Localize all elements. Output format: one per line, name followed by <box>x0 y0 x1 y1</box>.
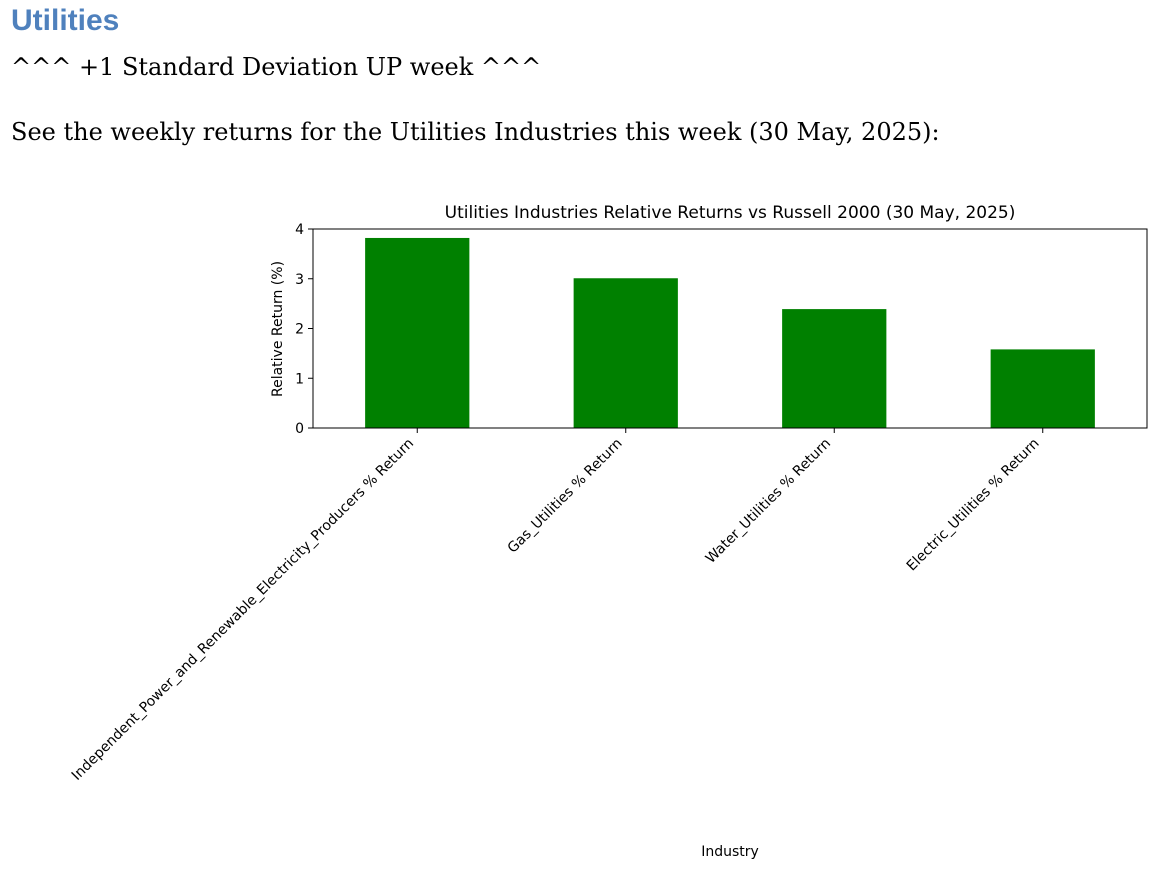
x-axis-label: Industry <box>701 844 759 860</box>
bar <box>365 237 470 428</box>
x-tick-label: Gas_Utilities % Return <box>505 436 626 557</box>
subheading: ^^^ +1 Standard Deviation UP week ^^^ <box>11 53 542 81</box>
y-tick-label: 2 <box>295 322 304 338</box>
chart-title: Utilities Industries Relative Returns vs… <box>445 203 1016 223</box>
y-tick-label: 0 <box>295 421 304 437</box>
bar <box>573 278 678 428</box>
x-tick-label: Independent_Power_and_Renewable_Electric… <box>69 436 417 784</box>
x-tick-label: Water_Utilities % Return <box>703 436 834 567</box>
bar <box>782 309 887 428</box>
page-heading: Utilities <box>11 4 120 37</box>
y-tick-label: 3 <box>295 272 304 288</box>
x-tick-label: Electric_Utilities % Return <box>904 436 1043 575</box>
y-axis-label: Relative Return (%) <box>270 261 286 397</box>
y-tick-label: 4 <box>295 222 304 238</box>
plot-frame <box>312 228 1148 429</box>
y-tick-label: 1 <box>295 371 304 387</box>
intro-text: See the weekly returns for the Utilities… <box>11 118 940 146</box>
bar <box>990 349 1095 428</box>
